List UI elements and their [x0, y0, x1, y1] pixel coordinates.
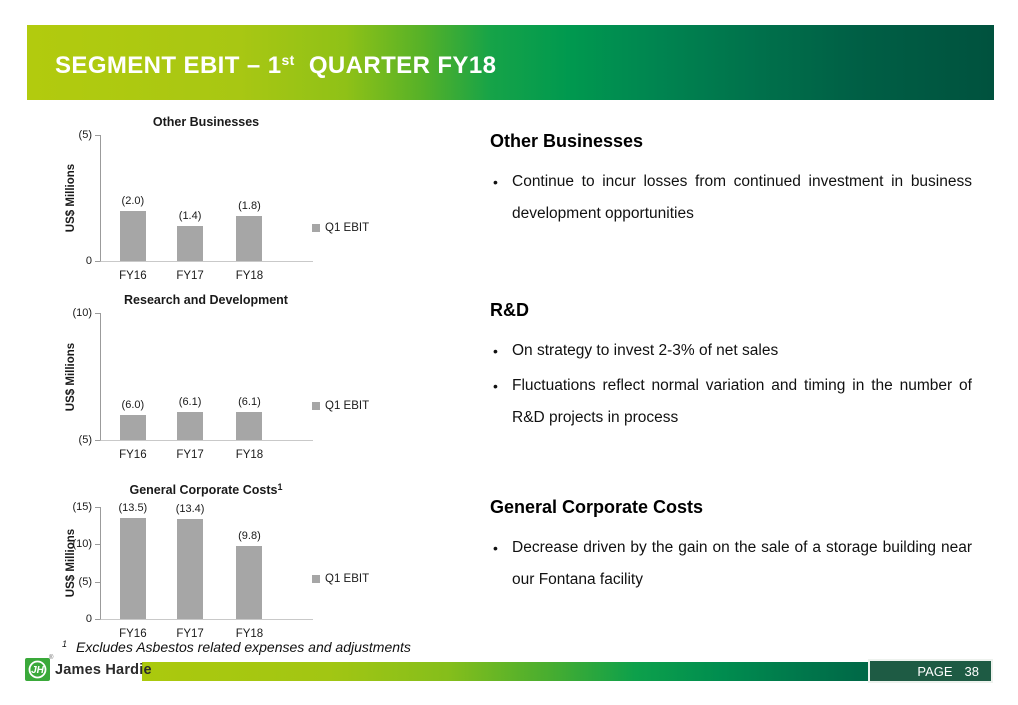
bar-value-label: (6.1)	[178, 396, 202, 409]
logo-text: James Hardie	[55, 661, 152, 678]
legend-swatch	[312, 575, 320, 583]
slide-title-superscript: st	[281, 51, 295, 68]
bar-value-label: (1.4)	[178, 209, 202, 222]
footnote: 1 Excludes Asbestos related expenses and …	[62, 639, 411, 655]
plot-area	[100, 313, 313, 441]
section-rd: R&D On strategy to invest 2-3% of net sa…	[490, 300, 972, 437]
page-label: PAGE	[917, 663, 953, 679]
footnote-text: Excludes Asbestos related expenses and a…	[76, 639, 411, 655]
section-heading: General Corporate Costs	[490, 497, 704, 517]
bar	[236, 215, 263, 261]
company-logo: JH ® James Hardie	[25, 655, 152, 681]
plot-area	[100, 507, 313, 620]
bar-value-label: (6.1)	[238, 396, 261, 409]
chart-other-businesses: Other Businesses US$ Millions Q1 EBIT (5…	[55, 110, 450, 288]
title-bar: SEGMENT EBIT – 1st QUARTER FY18	[27, 25, 994, 100]
plot-area	[100, 135, 313, 262]
chart-title-text: Other Businesses	[152, 115, 260, 129]
slide-title: SEGMENT EBIT – 1st QUARTER FY18	[27, 46, 496, 80]
page-number-box: PAGE 38	[868, 659, 993, 683]
y-tick-label: 0	[85, 255, 92, 267]
bar-value-label: (2.0)	[121, 194, 145, 207]
x-tick-label: FY16	[119, 449, 147, 461]
legend: Q1 EBIT	[312, 573, 369, 585]
legend: Q1 EBIT	[312, 400, 369, 412]
bullet-item: Decrease driven by the gain on the sale …	[490, 532, 972, 596]
legend-swatch	[312, 224, 320, 232]
y-axis-label: US$ Millions	[65, 342, 77, 411]
legend-label: Q1 EBIT	[325, 400, 370, 412]
x-tick-label: FY18	[235, 449, 264, 461]
y-tick-mark	[95, 135, 100, 136]
bar	[177, 412, 204, 440]
x-tick-label: FY16	[119, 628, 147, 640]
chart-title: General Corporate Costs1	[100, 482, 312, 497]
bar-value-label: (13.5)	[118, 502, 148, 515]
section-heading: Other Businesses	[490, 131, 644, 151]
y-tick-label: 0	[85, 613, 92, 625]
chart-title-text: General Corporate Costs	[129, 483, 278, 497]
bar	[177, 518, 204, 619]
registered-trademark-mark: ®	[49, 655, 54, 661]
footnote-superscript: 1	[62, 639, 68, 649]
x-tick-label: FY18	[235, 270, 264, 282]
slide-title-text: SEGMENT EBIT – 1	[55, 51, 282, 79]
bar-value-label: (9.8)	[238, 529, 261, 542]
chart-title-superscript: 1	[277, 482, 283, 492]
x-tick-label: FY17	[176, 449, 204, 461]
bar	[236, 412, 263, 440]
page-number: 38	[964, 663, 979, 679]
x-tick-label: FY18	[235, 628, 264, 640]
legend-label: Q1 EBIT	[325, 222, 370, 234]
bar-value-label: (6.0)	[121, 398, 145, 411]
svg-text:JH: JH	[31, 665, 45, 676]
section-heading: R&D	[490, 300, 529, 320]
bar	[177, 225, 204, 261]
y-axis-label: US$ Millions	[65, 163, 77, 233]
y-tick-mark	[95, 261, 100, 262]
x-tick-label: FY17	[176, 270, 204, 282]
section-general-corporate-costs: General Corporate Costs Decrease driven …	[490, 497, 972, 599]
james-hardie-logo-icon: JH ®	[25, 655, 54, 681]
y-tick-mark	[95, 313, 100, 314]
footer-bar	[142, 662, 993, 681]
bar	[119, 414, 146, 440]
chart-title-text: Research and Development	[124, 293, 288, 307]
bar	[119, 210, 146, 261]
legend-swatch	[312, 402, 320, 410]
x-tick-label: FY16	[119, 270, 147, 282]
chart-general-corporate-costs: General Corporate Costs1 US$ Millions Q1…	[55, 477, 450, 655]
slide-title-suffix: QUARTER FY18	[294, 51, 497, 79]
legend-label: Q1 EBIT	[325, 573, 370, 585]
bullet-item: Fluctuations reflect normal variation an…	[490, 370, 972, 434]
y-tick-mark	[95, 440, 100, 441]
legend: Q1 EBIT	[312, 222, 369, 234]
y-tick-label: (5)	[78, 434, 92, 446]
x-tick-label: FY17	[176, 628, 204, 640]
chart-title: Research and Development	[100, 292, 312, 307]
bar	[119, 518, 146, 619]
bullet-item: Continue to incur losses from continued …	[490, 166, 972, 230]
y-tick-label: (5)	[78, 575, 92, 588]
bar	[236, 545, 263, 619]
y-tick-mark	[95, 544, 100, 546]
y-tick-mark	[95, 581, 100, 583]
y-tick-label: (10)	[72, 538, 92, 551]
bar-value-label: (1.8)	[238, 199, 261, 212]
chart-title: Other Businesses	[100, 114, 312, 129]
y-tick-label: (5)	[78, 129, 92, 141]
section-other-businesses: Other Businesses Continue to incur losse…	[490, 131, 972, 233]
bullet-item: On strategy to invest 2-3% of net sales	[490, 335, 972, 367]
y-tick-label: (15)	[72, 501, 92, 513]
y-tick-mark	[95, 619, 100, 620]
bar-value-label: (13.4)	[175, 502, 205, 515]
chart-research-development: Research and Development US$ Millions Q1…	[55, 290, 450, 468]
y-tick-label: (10)	[72, 307, 92, 319]
y-tick-mark	[95, 507, 100, 508]
